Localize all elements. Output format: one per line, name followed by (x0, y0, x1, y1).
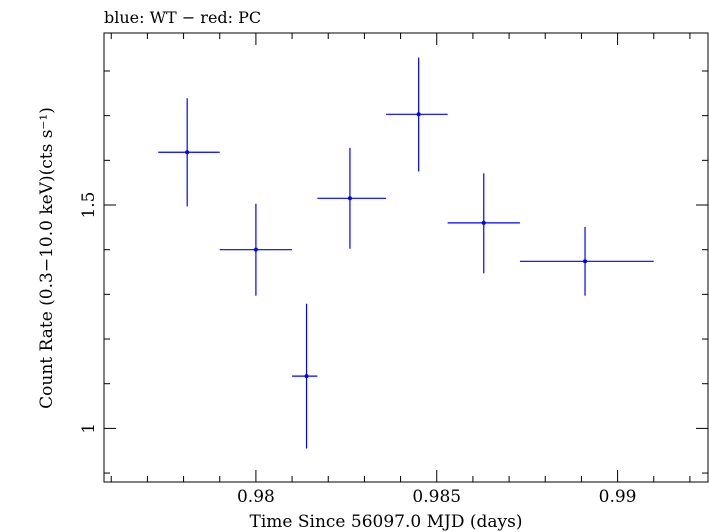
data-point (253, 247, 258, 252)
y-tick-label: 1 (79, 423, 99, 434)
x-tick-label: 0.98 (237, 487, 275, 507)
x-tick-label: 0.985 (412, 487, 461, 507)
plot-frame (103, 32, 709, 483)
y-axis-label: Count Rate (0.3−10.0 keV)(cts s⁻¹) (37, 107, 57, 409)
data-point (304, 374, 309, 379)
x-axis-label: Time Since 56097.0 MJD (days) (250, 512, 523, 532)
data-point (416, 112, 421, 117)
data-point (347, 196, 352, 201)
y-tick-label: 1.5 (79, 191, 99, 218)
chart-title: blue: WT − red: PC (104, 8, 261, 27)
x-tick-label: 0.99 (599, 487, 637, 507)
data-point (481, 220, 486, 225)
data-point (583, 259, 588, 264)
data-point (185, 150, 190, 155)
